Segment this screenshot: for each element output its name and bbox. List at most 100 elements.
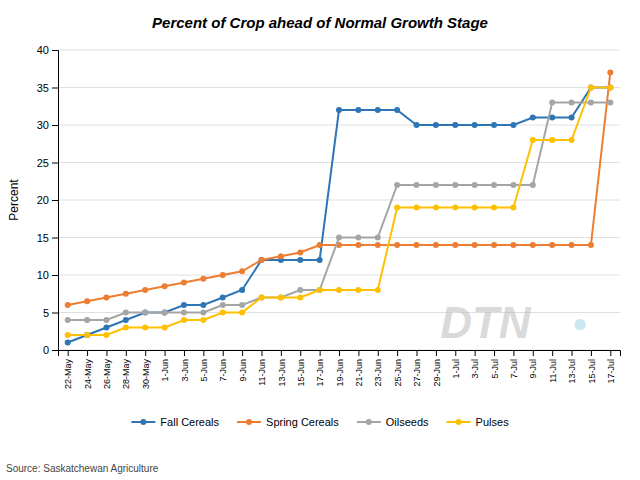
marker	[394, 242, 400, 248]
marker	[336, 287, 342, 293]
marker	[278, 295, 284, 301]
y-tick: 20	[37, 194, 58, 206]
x-tick: 21-Jun	[354, 350, 364, 387]
x-tick-label: 28-May	[121, 359, 131, 390]
grid-line	[58, 50, 620, 51]
chart-container: Percent of Crop ahead of Normal Growth S…	[0, 0, 640, 480]
series-markers	[65, 85, 614, 346]
marker	[549, 242, 555, 248]
x-tick-label: 7-Jun	[218, 359, 228, 382]
plot: DTN●22-May24-May26-May28-May30-May1-Jun3…	[7, 44, 621, 389]
marker	[355, 287, 361, 293]
x-tick-label: 15-Jul	[587, 359, 597, 384]
x-tick: 23-Jun	[373, 350, 383, 387]
x-tick-label: 17-Jul	[606, 359, 616, 384]
series-markers	[65, 100, 614, 324]
series-line	[68, 88, 611, 343]
marker	[84, 298, 90, 304]
marker	[472, 122, 478, 128]
grid-line	[58, 87, 620, 88]
x-tick-label: 13-Jul	[567, 359, 577, 384]
marker	[375, 242, 381, 248]
legend-marker	[456, 419, 462, 425]
marker	[162, 325, 168, 331]
y-axis: 0510152025303540	[37, 44, 59, 356]
legend-label: Fall Cereals	[160, 416, 219, 428]
y-tick-label: 35	[37, 82, 49, 94]
y-tick-label: 40	[37, 44, 49, 56]
legend-item: Spring Cereals	[237, 416, 339, 428]
marker	[278, 295, 284, 301]
y-tick: 40	[37, 44, 58, 56]
marker	[220, 295, 226, 301]
marker	[317, 257, 323, 263]
marker	[588, 85, 594, 91]
legend-item: Oilseeds	[357, 416, 429, 428]
x-tick: 15-Jul	[587, 350, 597, 384]
x-tick: 11-Jun	[257, 350, 267, 386]
x-tick-label: 17-Jun	[315, 359, 325, 387]
series-line	[68, 88, 611, 336]
marker	[65, 302, 71, 308]
x-tick: 13-Jul	[567, 350, 577, 384]
x-tick-mark	[436, 350, 437, 356]
marker	[84, 332, 90, 338]
marker	[472, 242, 478, 248]
chart-svg: Percent of Crop ahead of Normal Growth S…	[0, 0, 640, 480]
x-tick: 1-Jul	[451, 350, 461, 379]
x-tick: 27-Jun	[412, 350, 422, 387]
x-tick-mark	[572, 350, 573, 356]
marker	[588, 85, 594, 91]
series-markers	[65, 85, 614, 339]
marker	[394, 205, 400, 211]
marker	[414, 182, 420, 188]
x-tick: 1-Jun	[160, 350, 170, 382]
marker	[491, 242, 497, 248]
marker	[569, 115, 575, 121]
x-tick: 7-Jun	[218, 350, 228, 382]
marker	[181, 280, 187, 286]
marker	[375, 107, 381, 113]
marker	[510, 205, 516, 211]
x-tick-label: 30-May	[141, 359, 151, 390]
x-tick: 26-May	[102, 350, 112, 389]
y-tick: 35	[37, 82, 58, 94]
x-axis-line	[59, 351, 621, 357]
x-tick-mark	[126, 350, 127, 356]
watermark: DTN	[440, 298, 532, 347]
marker	[123, 291, 129, 297]
x-tick: 3-Jul	[470, 350, 480, 379]
legend-marker	[366, 419, 372, 425]
marker	[355, 107, 361, 113]
x-tick-mark	[87, 350, 88, 356]
marker	[452, 242, 458, 248]
marker	[317, 287, 323, 293]
marker	[530, 242, 536, 248]
marker	[65, 340, 71, 346]
grid	[58, 50, 620, 350]
marker	[433, 205, 439, 211]
marker	[452, 205, 458, 211]
x-tick-label: 9-Jun	[238, 359, 248, 382]
x-tick: 11-Jul	[548, 350, 558, 383]
marker	[491, 122, 497, 128]
x-tick-label: 25-Jun	[393, 359, 403, 387]
x-tick-mark	[242, 350, 243, 356]
series-line	[68, 73, 611, 306]
legend-marker	[140, 419, 146, 425]
grid-line	[58, 275, 620, 276]
grid-line	[58, 162, 620, 163]
marker	[65, 332, 71, 338]
y-tick: 25	[37, 157, 58, 169]
marker	[162, 310, 168, 316]
x-tick-mark	[475, 350, 476, 356]
x-tick: 7-Jul	[509, 350, 519, 379]
grid-line	[58, 125, 620, 126]
marks	[65, 70, 614, 346]
marker	[181, 310, 187, 316]
x-tick-mark	[261, 350, 262, 356]
series-markers	[65, 70, 614, 309]
marker	[414, 122, 420, 128]
marker	[510, 242, 516, 248]
marker	[103, 317, 109, 323]
